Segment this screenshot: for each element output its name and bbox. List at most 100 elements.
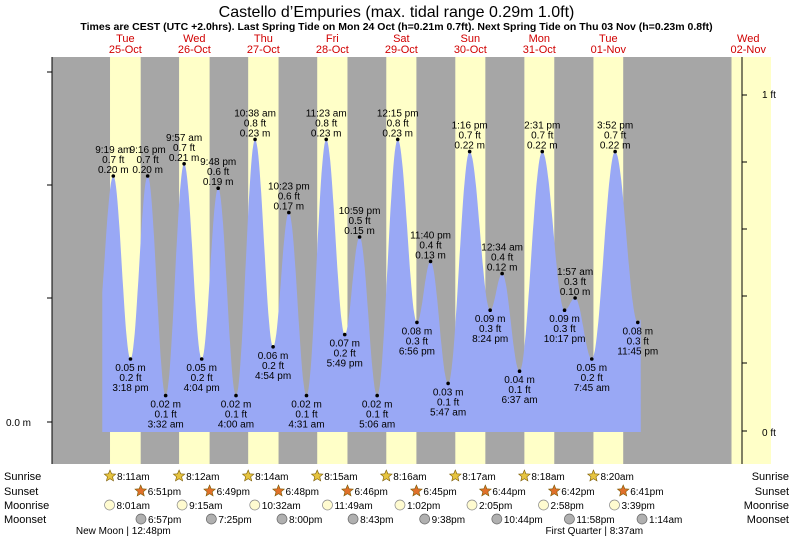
row-label-left: Sunset <box>4 486 38 498</box>
tide-height-ft: 0.4 ft <box>419 240 441 251</box>
moonrise-time: 2:05pm <box>479 501 512 512</box>
chart-title: Castello d’Empuries (max. tidal range 0.… <box>219 4 575 21</box>
tide-height-ft: 0.4 ft <box>491 253 513 264</box>
moonrise-icon <box>538 499 549 511</box>
tide-height-m: 0.08 m <box>402 326 433 337</box>
moonrise-icon <box>104 499 115 511</box>
tide-point <box>304 393 309 398</box>
row-label-right: Sunrise <box>752 471 789 483</box>
tide-time: 11:23 am <box>306 108 347 119</box>
sunrise-time: 8:18am <box>531 472 564 483</box>
tide-height-m: 0.20 m <box>98 165 129 176</box>
tide-height-m: 0.23 m <box>382 128 413 139</box>
moonset-time: 11:58pm <box>576 515 614 526</box>
sunrise-icon <box>310 469 324 482</box>
moonset-icon <box>636 513 648 525</box>
tide-height-m: 0.02 m <box>362 400 393 411</box>
moonset-time: 10:44pm <box>504 515 543 526</box>
tide-height-m: 0.23 m <box>240 128 271 139</box>
tide-height-ft: 0.1 ft <box>366 410 388 421</box>
sunset-icon <box>547 484 561 497</box>
sunset-time: 6:51pm <box>148 487 181 498</box>
tide-height-ft: 0.1 ft <box>508 385 530 396</box>
moonset-time: 7:25pm <box>218 515 251 526</box>
moonrise-time: 1:02pm <box>407 501 440 512</box>
tide-point <box>488 308 492 313</box>
tide-labels: 9:19 am0.7 ft0.20 m0.05 m0.2 ft3:18 pm9:… <box>95 108 658 430</box>
moonset-icon <box>276 513 288 525</box>
day-date: 25-Oct <box>109 44 142 56</box>
tide-time: 1:57 am <box>557 267 593 278</box>
tide-point <box>145 174 150 178</box>
tide-time: 4:31 am <box>288 420 324 431</box>
sunset-icon <box>409 484 423 497</box>
tide-point <box>111 174 116 178</box>
left-axis-label: 0.0 m <box>6 418 31 429</box>
moonset-icon <box>347 513 359 525</box>
tide-time: 4:54 pm <box>255 371 291 382</box>
day-date: 26-Oct <box>178 44 211 56</box>
sunrise-icon <box>586 469 600 482</box>
tide-height-m: 0.02 m <box>150 400 181 411</box>
tide-point <box>395 137 400 142</box>
tide-time: 6:37 am <box>501 395 537 406</box>
sunrise-icon <box>241 469 255 482</box>
tide-height-m: 0.05 m <box>576 363 607 374</box>
daylight-band <box>731 57 742 464</box>
tide-height-ft: 0.2 ft <box>581 373 603 384</box>
tide-time: 10:38 am <box>234 108 276 119</box>
tide-time: 2:31 pm <box>524 121 560 132</box>
moonrise-time: 3:39pm <box>621 501 654 512</box>
sunset-icon <box>341 484 354 497</box>
sunset-time: 6:42pm <box>561 487 594 498</box>
tide-point <box>357 235 362 239</box>
row-label-right: Moonset <box>747 514 789 526</box>
day-name: Fri <box>326 33 339 45</box>
sunset-icon <box>272 484 286 497</box>
sunset-icon <box>203 484 217 497</box>
tide-point <box>253 137 257 142</box>
tide-time: 9:16 pm <box>130 145 166 156</box>
tide-time: 9:19 am <box>95 145 131 156</box>
tide-time: 11:40 pm <box>410 230 451 241</box>
tide-height-ft: 0.8 ft <box>387 118 409 129</box>
sunrise-time: 8:14am <box>255 472 288 483</box>
moonset-time: 1:14am <box>649 515 682 526</box>
tide-height-m: 0.22 m <box>600 141 631 152</box>
tide-point <box>540 149 545 154</box>
tide-water-area <box>102 139 641 432</box>
chart-subtitle: Times are CEST (UTC +2.0hrs). Last Sprin… <box>80 21 712 33</box>
moonrise-time: 10:32am <box>262 501 301 512</box>
tide-height-ft: 0.7 ft <box>459 131 481 142</box>
tide-point <box>589 357 594 361</box>
tide-point <box>271 345 275 349</box>
moonrise-time: 8:01am <box>117 501 150 512</box>
tide-height-ft: 0.1 ft <box>295 410 317 421</box>
tide-height-ft: 0.2 ft <box>119 373 141 384</box>
tide-time: 4:04 pm <box>184 383 220 394</box>
moonset-icon <box>564 513 575 525</box>
tide-height-m: 0.09 m <box>475 314 506 325</box>
tide-point <box>613 149 617 154</box>
tide-point <box>287 210 291 215</box>
moonrise-icon <box>322 499 333 511</box>
tide-height-ft: 0.2 ft <box>262 361 284 372</box>
tide-point <box>324 137 329 142</box>
tide-height-ft: 0.7 ft <box>604 131 626 142</box>
tide-height-ft: 0.7 ft <box>137 155 159 166</box>
day-date: 28-Oct <box>316 44 349 56</box>
tide-height-ft: 0.1 ft <box>155 410 177 421</box>
sun-moon-events: Sunrise Sunrise Sunset Sunset Moonrise Moonri… <box>4 469 789 537</box>
moonrise-icon <box>394 499 406 511</box>
tide-time: 12:34 am <box>481 243 523 254</box>
sunset-time: 6:41pm <box>630 487 663 498</box>
sunset-icon <box>616 484 630 497</box>
sunset-time: 6:46pm <box>354 487 387 498</box>
tide-time: 5:49 pm <box>327 359 363 370</box>
tide-point <box>234 393 238 398</box>
moon-phase-label: New Moon | 12:48pm <box>76 526 171 537</box>
tide-time: 1:16 pm <box>452 121 488 132</box>
day-date: 31-Oct <box>523 44 556 56</box>
day-name: Sat <box>393 33 410 45</box>
